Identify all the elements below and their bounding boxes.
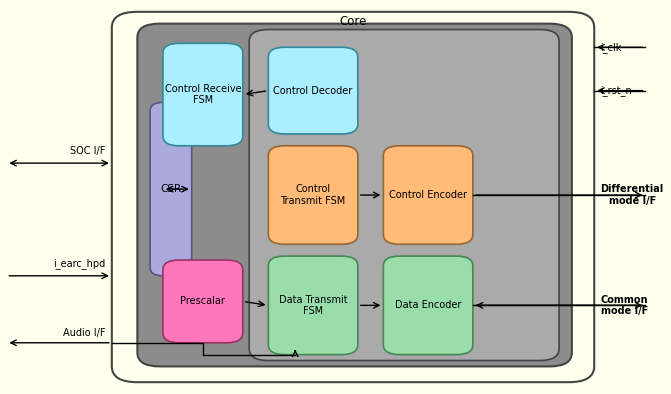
Text: Control Decoder: Control Decoder [274,85,353,96]
Text: Control
Transmit FSM: Control Transmit FSM [280,184,346,206]
FancyBboxPatch shape [163,260,243,343]
FancyBboxPatch shape [268,146,358,244]
Text: Audio I/F: Audio I/F [63,328,105,338]
FancyBboxPatch shape [150,102,192,276]
FancyBboxPatch shape [268,47,358,134]
Text: Control Encoder: Control Encoder [389,190,467,200]
Text: SOC I/F: SOC I/F [70,146,105,156]
FancyBboxPatch shape [112,12,595,382]
Text: Prescalar: Prescalar [180,296,225,307]
Text: Differential
mode I/F: Differential mode I/F [601,184,664,206]
FancyBboxPatch shape [383,146,473,244]
Text: i_earc_hpd: i_earc_hpd [53,258,105,269]
FancyBboxPatch shape [163,43,243,146]
Text: Common
mode I/F: Common mode I/F [601,295,648,316]
FancyBboxPatch shape [383,256,473,355]
Text: Control Receive
FSM: Control Receive FSM [164,84,241,105]
Text: Data Encoder: Data Encoder [395,300,461,310]
Text: CSR: CSR [160,184,181,194]
Text: Core: Core [340,15,367,28]
FancyBboxPatch shape [249,30,559,361]
Text: Data Transmit
FSM: Data Transmit FSM [278,295,348,316]
Text: i_rst_n: i_rst_n [601,85,632,96]
Text: i_clk: i_clk [601,42,622,53]
FancyBboxPatch shape [138,24,572,366]
FancyBboxPatch shape [268,256,358,355]
